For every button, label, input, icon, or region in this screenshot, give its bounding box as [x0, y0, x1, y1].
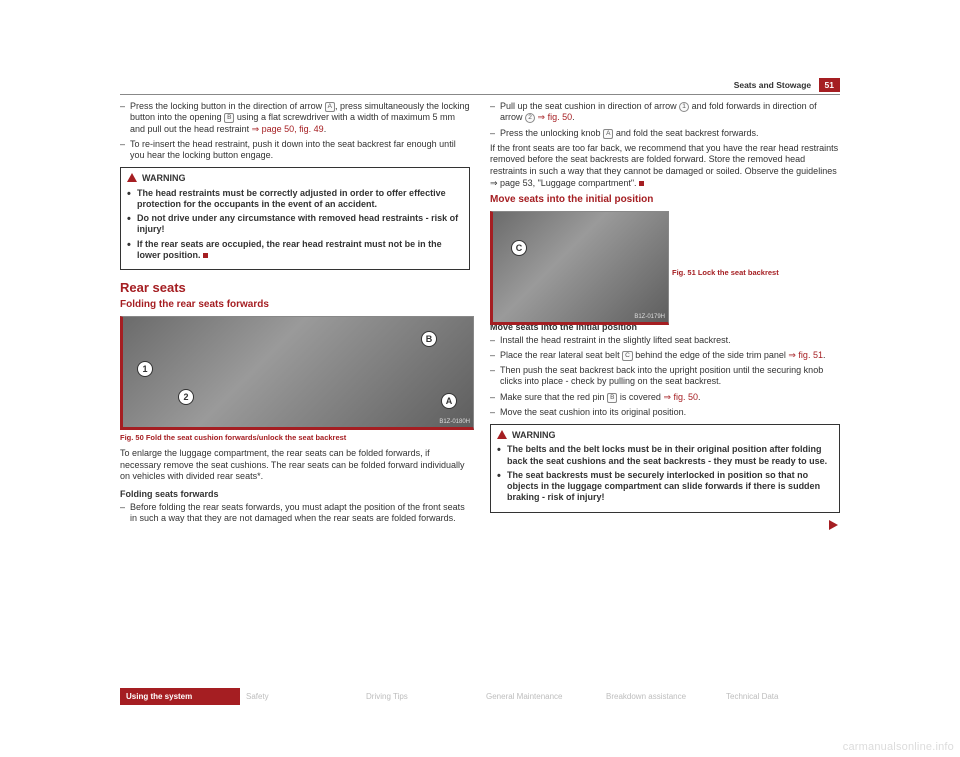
- list-item: Before folding the rear seats forwards, …: [120, 502, 470, 525]
- ref-a: A: [603, 129, 613, 139]
- tab-safety[interactable]: Safety: [240, 688, 360, 705]
- fig51-caption: Fig. 51 Lock the seat backrest: [672, 268, 840, 277]
- warning-item: The belts and the belt locks must be in …: [497, 444, 833, 467]
- ref-2: 2: [525, 113, 535, 123]
- figure-50: 1 2 A B B1Z-0180H: [120, 316, 474, 430]
- list-item: To re-insert the head restraint, push it…: [120, 139, 470, 162]
- paragraph: To enlarge the luggage compartment, the …: [120, 448, 470, 483]
- ref-1: 1: [679, 102, 689, 112]
- move-steps: Install the head restraint in the slight…: [490, 335, 840, 419]
- page-header: Seats and Stowage 51: [120, 78, 840, 95]
- ref-b: B: [607, 393, 617, 403]
- fig-label-1: 1: [137, 361, 153, 377]
- fig-label-2: 2: [178, 389, 194, 405]
- tab-general-maintenance[interactable]: General Maintenance: [480, 688, 600, 705]
- figure-51: C B1Z-0179H: [490, 211, 669, 325]
- warning-item: The seat backrests must be securely inte…: [497, 470, 833, 504]
- right-column: Pull up the seat cushion in direction of…: [490, 101, 840, 529]
- warning-box: WARNING The belts and the belt locks mus…: [490, 424, 840, 513]
- warning-item: If the rear seats are occupied, the rear…: [127, 239, 463, 262]
- intro-steps: Press the locking button in the directio…: [120, 101, 470, 161]
- left-column: Press the locking button in the directio…: [120, 101, 470, 529]
- fig50-caption: Fig. 50 Fold the seat cushion forwards/u…: [120, 433, 470, 442]
- list-item: Press the unlocking knob A and fold the …: [490, 128, 840, 139]
- fig-label-c: C: [511, 240, 527, 256]
- list-item: Install the head restraint in the slight…: [490, 335, 840, 346]
- folding-steps: Before folding the rear seats forwards, …: [120, 502, 470, 525]
- continue-icon: [828, 519, 840, 531]
- tab-using-system[interactable]: Using the system: [120, 688, 240, 705]
- end-marker-icon: [639, 181, 644, 186]
- top-steps: Pull up the seat cushion in direction of…: [490, 101, 840, 139]
- subhead-folding: Folding seats forwards: [120, 489, 470, 499]
- subheading-move-seats: Move seats into the initial position: [490, 194, 840, 205]
- warning-title: WARNING: [497, 430, 833, 441]
- list-item: Then push the seat backrest back into th…: [490, 365, 840, 388]
- page-number: 51: [819, 78, 840, 92]
- ref-a: A: [325, 102, 335, 112]
- paragraph: If the front seats are too far back, we …: [490, 143, 840, 190]
- end-marker-icon: [203, 253, 208, 258]
- tab-breakdown[interactable]: Breakdown assistance: [600, 688, 720, 705]
- fig-label-b: B: [421, 331, 437, 347]
- warning-box: WARNING The head restraints must be corr…: [120, 167, 470, 270]
- fig-label-a: A: [441, 393, 457, 409]
- tab-driving-tips[interactable]: Driving Tips: [360, 688, 480, 705]
- fig-ref-link[interactable]: ⇒ fig. 51: [788, 350, 823, 360]
- watermark: carmanualsonline.info: [843, 741, 954, 753]
- ref-c: C: [622, 351, 633, 361]
- fig-ref-link[interactable]: ⇒ fig. 50: [538, 112, 573, 122]
- list-item: Press the locking button in the directio…: [120, 101, 470, 135]
- page-ref-link[interactable]: ⇒ page 50, fig. 49: [252, 124, 324, 134]
- figure-code: B1Z-0180H: [439, 419, 470, 425]
- list-item: Pull up the seat cushion in direction of…: [490, 101, 840, 124]
- warning-item: Do not drive under any circumstance with…: [127, 213, 463, 236]
- fig-ref-link[interactable]: ⇒ fig. 50: [663, 392, 698, 402]
- tab-technical-data[interactable]: Technical Data: [720, 688, 840, 705]
- list-item: Move the seat cushion into its original …: [490, 407, 840, 418]
- warning-item: The head restraints must be correctly ad…: [127, 188, 463, 211]
- subheading-folding: Folding the rear seats forwards: [120, 299, 470, 310]
- heading-rear-seats: Rear seats: [120, 280, 470, 295]
- list-item: Make sure that the red pin B is covered …: [490, 392, 840, 403]
- ref-b: B: [224, 113, 234, 123]
- figure-code: B1Z-0179H: [634, 314, 665, 320]
- footer-tabs: Using the system Safety Driving Tips Gen…: [120, 688, 840, 705]
- list-item: Place the rear lateral seat belt C behin…: [490, 350, 840, 361]
- warning-title: WARNING: [127, 173, 463, 184]
- section-title: Seats and Stowage: [734, 80, 811, 90]
